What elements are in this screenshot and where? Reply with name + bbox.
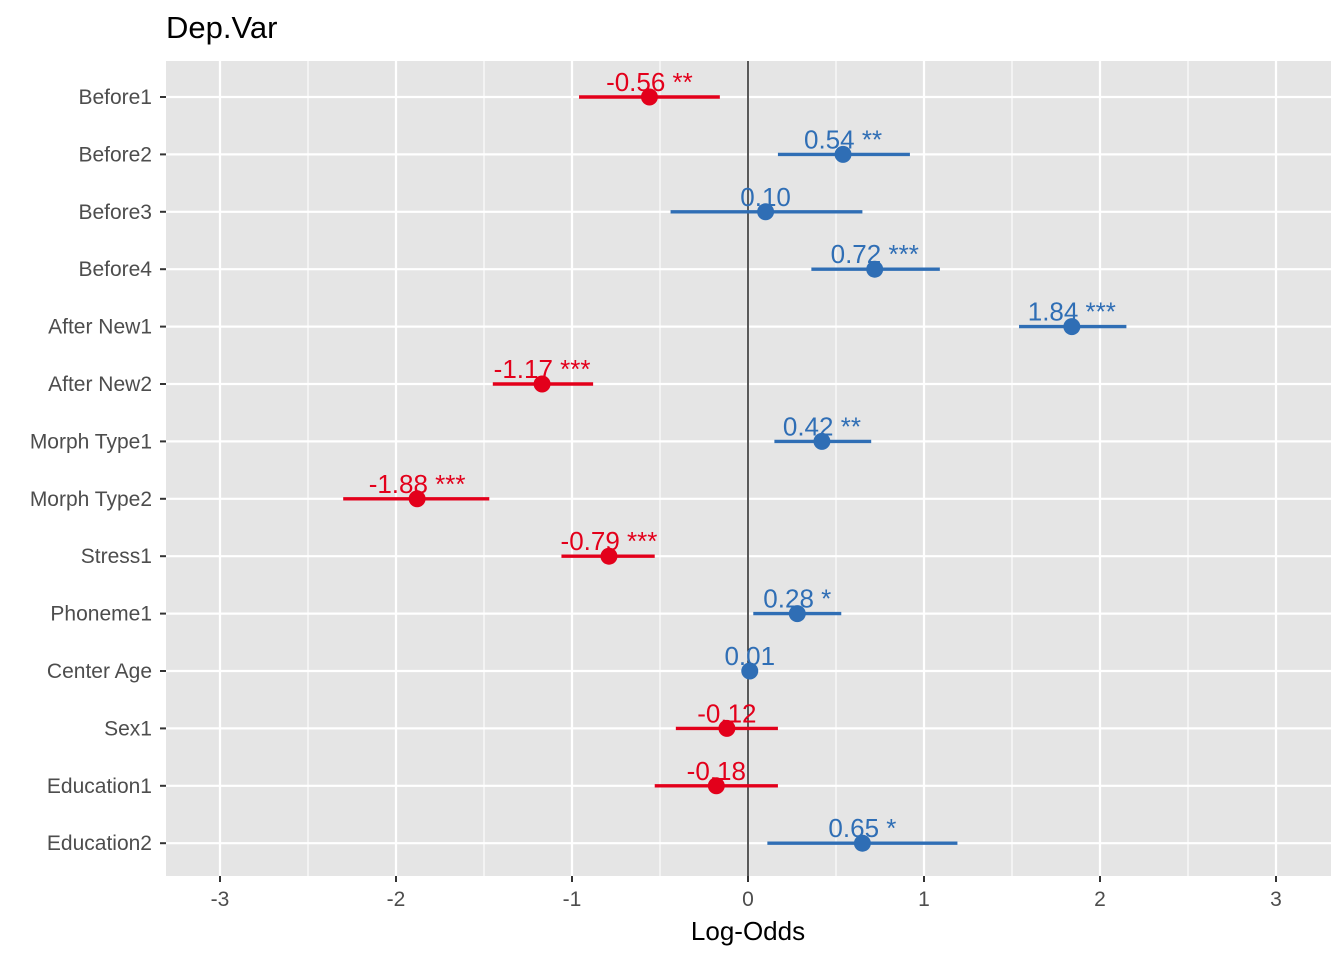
- x-axis-label: Log-Odds: [691, 916, 805, 946]
- estimate-label: -0.12: [697, 698, 756, 728]
- x-tick-label: -2: [387, 888, 406, 911]
- x-tick-label: 0: [742, 888, 754, 911]
- y-tick-label: Phoneme1: [50, 603, 152, 626]
- estimate-label: 0.28 *: [763, 584, 831, 614]
- estimate-point: [600, 547, 618, 565]
- y-tick-label: Stress1: [81, 545, 152, 568]
- estimate-point: [718, 719, 736, 737]
- estimate-point: [640, 88, 658, 106]
- estimate-label: -1.88 ***: [369, 469, 466, 499]
- chart-title: Dep.Var: [166, 10, 277, 45]
- y-tick-label: Education2: [47, 832, 152, 855]
- y-tick-label: Before4: [78, 258, 152, 281]
- y-tick-label: Before2: [78, 143, 152, 166]
- estimate-point: [813, 432, 831, 450]
- estimate-point: [788, 605, 806, 623]
- estimate-point: [741, 662, 759, 680]
- y-tick-label: Before1: [78, 86, 152, 109]
- y-tick-label: Sex1: [104, 717, 152, 740]
- y-tick-label: Education1: [47, 775, 152, 798]
- estimate-label: 0.42 **: [783, 411, 861, 441]
- estimate-label: 0.54 **: [804, 124, 882, 154]
- estimate-label: 0.65 *: [828, 813, 896, 843]
- y-axis: Before1 Before2 Before3 Before4 After New1 Af…: [30, 86, 166, 855]
- estimate-point: [757, 203, 775, 221]
- estimates-layer: -0.56 ** 0.54 ** 0.10 0.72 *** 1.84 *** -1.17…: [343, 61, 1127, 876]
- estimate-point: [408, 490, 426, 508]
- y-tick-label: Morph Type2: [30, 488, 152, 511]
- minor-gridlines: [307, 61, 1189, 876]
- estimate-point: [866, 260, 884, 278]
- x-tick-label: 3: [1270, 888, 1282, 911]
- estimate-point: [707, 777, 725, 795]
- estimate-label: 0.01: [724, 641, 775, 671]
- y-tick-label: Center Age: [47, 660, 152, 683]
- x-tick-label: 2: [1094, 888, 1106, 911]
- estimate-point: [834, 145, 852, 163]
- y-tick-label: After New1: [48, 316, 152, 339]
- y-tick-label: After New2: [48, 373, 152, 396]
- x-tick-label: -1: [563, 888, 582, 911]
- y-tick-label: Morph Type1: [30, 430, 152, 453]
- estimate-label: -0.79 ***: [561, 526, 658, 556]
- estimate-point: [533, 375, 551, 393]
- estimate-label: -0.56 **: [606, 67, 693, 97]
- estimate-label: 1.84 ***: [1028, 297, 1116, 327]
- x-axis: -3 -2 -1 0 1 2 3: [211, 876, 1282, 911]
- estimate-point: [853, 834, 871, 852]
- estimate-label: -1.17 ***: [494, 354, 591, 384]
- estimate-label: 0.10: [740, 182, 791, 212]
- estimate-point: [1063, 318, 1081, 336]
- y-tick-label: Before3: [78, 201, 152, 224]
- estimate-label: 0.72 ***: [831, 239, 919, 269]
- estimate-label: -0.18: [687, 756, 746, 786]
- x-tick-label: -3: [211, 888, 230, 911]
- x-tick-label: 1: [918, 888, 930, 911]
